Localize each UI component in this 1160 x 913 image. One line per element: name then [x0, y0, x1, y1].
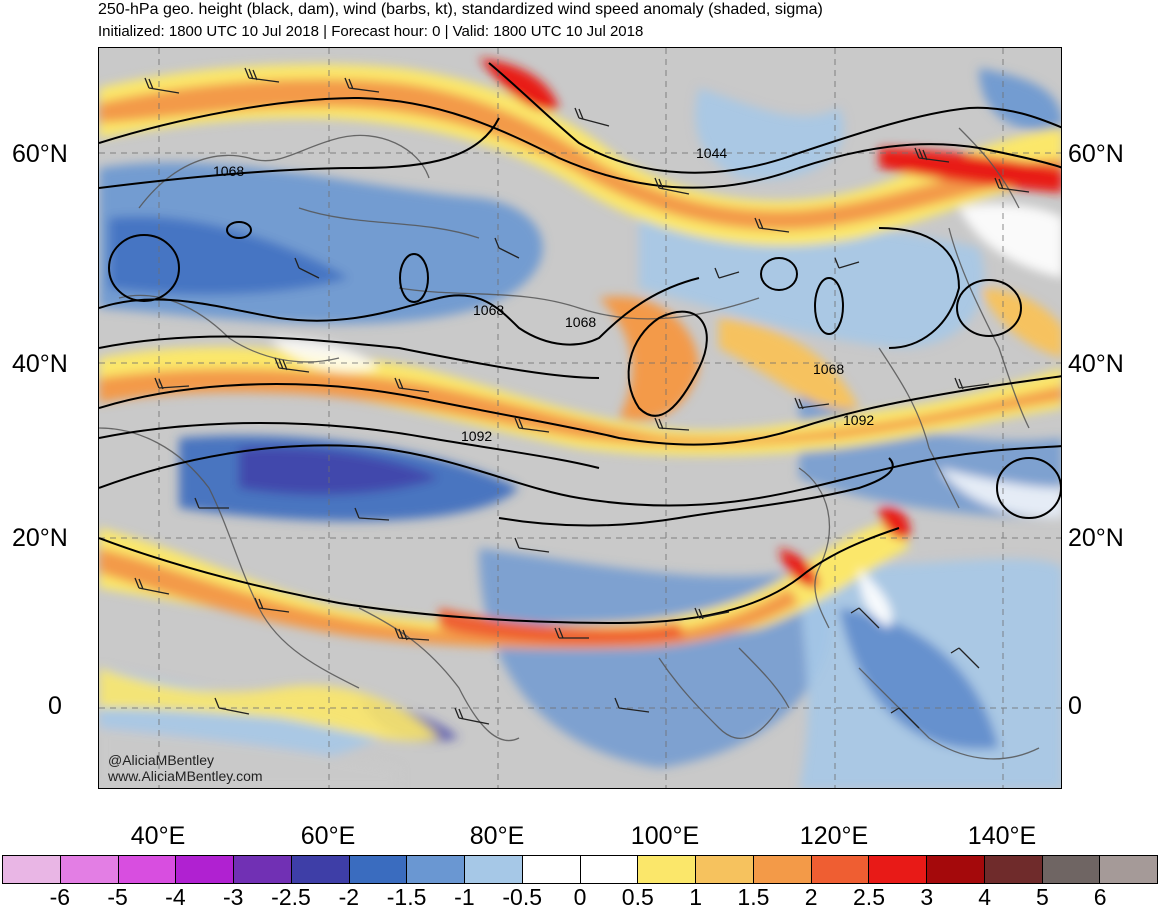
colorbar-label: -2.5	[271, 884, 311, 910]
chart-subtitle: Initialized: 1800 UTC 10 Jul 2018 | Fore…	[98, 23, 644, 40]
colorbar-label: 1	[689, 884, 702, 910]
colorbar-swatch	[407, 856, 465, 883]
wind-barbs	[134, 67, 1030, 729]
colorbar-label: -4	[165, 884, 186, 910]
colorbar-label: -2	[338, 884, 360, 910]
colorbar-label: -0.5	[502, 884, 543, 910]
colorbar-swatch	[580, 856, 639, 883]
colorbar-swatch	[176, 856, 234, 883]
lon-label-120e: 120°E	[799, 822, 869, 850]
map-panel: 1068 1044 1068 1068 1068 1092 1092	[98, 47, 1062, 789]
colorbar-label: 6	[1093, 884, 1107, 910]
contour-label-1092-a: 1092	[461, 428, 492, 444]
colorbar-swatch	[984, 856, 1043, 883]
colorbar-swatch	[349, 856, 408, 883]
colorbar-swatch	[696, 856, 754, 883]
colorbar-swatch	[118, 856, 177, 883]
colorbar-swatch	[1100, 856, 1157, 883]
lon-label-60e: 60°E	[300, 822, 356, 850]
colorbar-label: -5	[107, 884, 128, 910]
lat-label-40n-left: 40°N	[12, 350, 68, 378]
colorbar-label: 5	[1035, 884, 1049, 910]
contour-label-1068-a: 1068	[213, 163, 244, 179]
colorbar-label: -1	[454, 884, 475, 910]
lat-label-20n-left: 20°N	[12, 524, 68, 552]
colorbar-label: -6	[49, 884, 71, 910]
lon-label-80e: 80°E	[469, 822, 525, 850]
lon-label-140e: 140°E	[967, 822, 1037, 850]
colorbar-label: 0	[573, 884, 587, 910]
lat-label-eq-right: 0	[1068, 692, 1082, 720]
colorbar-swatch	[638, 856, 696, 883]
lat-label-60n-right: 60°N	[1068, 140, 1124, 168]
colorbar-label: 2.5	[853, 884, 885, 910]
credit-handle: @AliciaMBentley	[108, 752, 215, 768]
lat-label-60n-left: 60°N	[12, 140, 68, 168]
lon-label-100e: 100°E	[630, 822, 700, 850]
colorbar	[2, 855, 1158, 884]
colorbar-label: 1.5	[737, 884, 770, 910]
colorbar-swatch	[60, 856, 119, 883]
height-contours	[99, 62, 1061, 625]
colorbar-label: 4	[978, 884, 991, 910]
colorbar-swatch	[291, 856, 350, 883]
colorbar-swatch	[3, 856, 61, 883]
colorbar-swatch	[753, 856, 812, 883]
credit-website: www.AliciaMBentley.com	[108, 768, 263, 784]
colorbar-swatch	[522, 856, 581, 883]
colorbar-swatch	[234, 856, 292, 883]
contour-label-1068-b: 1068	[473, 302, 504, 318]
contour-label-1068-d: 1068	[813, 361, 844, 377]
colorbar-label: 2	[804, 884, 818, 910]
lat-label-eq-left: 0	[48, 692, 62, 720]
lon-label-40e: 40°E	[130, 822, 186, 850]
colorbar-label: -3	[222, 884, 244, 910]
lat-label-40n-right: 40°N	[1068, 350, 1124, 378]
colorbar-swatch	[927, 856, 985, 883]
anomaly-shading	[99, 58, 1061, 788]
chart-title: 250-hPa geo. height (black, dam), wind (…	[98, 1, 823, 18]
colorbar-label: 3	[920, 884, 934, 910]
contour-label-1044: 1044	[696, 145, 727, 161]
colorbar-label: -1.5	[386, 884, 427, 910]
colorbar-swatch	[811, 856, 870, 883]
colorbar-swatch	[1042, 856, 1101, 883]
contour-labels: 1068 1044 1068 1068 1068 1092 1092	[213, 145, 874, 444]
lat-label-20n-right: 20°N	[1068, 524, 1124, 552]
colorbar-swatch	[465, 856, 523, 883]
colorbar-label: 0.5	[621, 884, 654, 910]
colorbar-swatch	[869, 856, 927, 883]
weather-map: 1068 1044 1068 1068 1068 1092 1092	[99, 48, 1061, 788]
contour-label-1068-c: 1068	[565, 314, 596, 330]
contour-label-1092-b: 1092	[843, 412, 874, 428]
